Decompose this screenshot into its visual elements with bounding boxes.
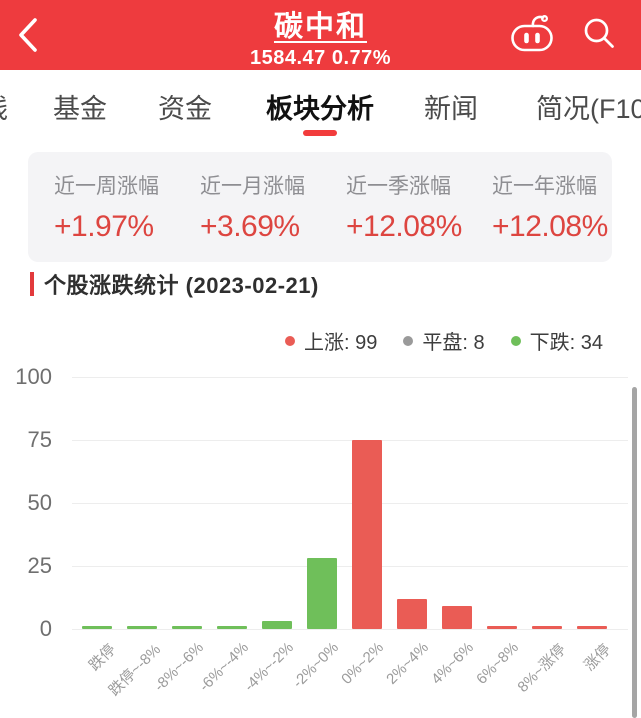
chart-bar-涨停[interactable]: [577, 626, 607, 629]
chart-bar--2%~0%[interactable]: [307, 558, 337, 629]
section-date: (2023-02-21): [185, 273, 319, 298]
stat-label: 近一季涨幅: [346, 175, 451, 198]
section-accent-bar: [30, 272, 34, 296]
x-axis-label: 4%~6%: [428, 639, 478, 688]
legend-item: 平盘: 8: [403, 326, 485, 355]
stat-value: +12.08%: [492, 210, 608, 243]
legend-label: 平盘: 8: [422, 332, 485, 354]
x-axis-label: -4%~-2%: [241, 639, 298, 695]
stat-label: 近一年涨幅: [492, 175, 597, 198]
tab-capital[interactable]: 资金: [158, 94, 212, 124]
robot-assistant-button[interactable]: [509, 13, 555, 56]
tab-sector-analysis[interactable]: 板块分析: [266, 94, 374, 124]
chart-bar-8%~涨停[interactable]: [532, 626, 562, 629]
chart-bar-2%~4%[interactable]: [397, 598, 427, 629]
stat-label: 近一周涨幅: [54, 175, 159, 198]
header-title-block: 碳中和 1584.47 0.77%: [120, 3, 521, 70]
legend-dot-icon: [510, 335, 521, 346]
legend-item: 上涨: 99: [285, 326, 377, 355]
gridline: [72, 566, 628, 567]
gridline: [72, 440, 628, 441]
tab-profile-f10[interactable]: 简况(F10): [536, 94, 641, 124]
x-axis-label: -6%~-4%: [196, 639, 253, 695]
back-chevron-icon: [19, 18, 37, 52]
legend-dot-icon: [403, 335, 414, 346]
scrollbar-thumb[interactable]: [632, 387, 637, 718]
stats-panel: 近一周涨幅 +1.97% 近一月涨幅 +3.69% 近一季涨幅 +12.08% 近一年涨幅 +…: [28, 152, 612, 262]
y-axis-label: 75: [27, 427, 52, 452]
stat-item: 近一周涨幅 +1.97%: [28, 152, 174, 262]
tab-funds[interactable]: 基金: [53, 94, 107, 124]
stat-item: 近一季涨幅 +12.08%: [320, 152, 466, 262]
stat-value: +12.08%: [346, 210, 462, 243]
stat-label: 近一月涨幅: [200, 175, 305, 198]
x-axis-label: -2%~0%: [289, 639, 343, 692]
chart-bar-0%~2%[interactable]: [352, 440, 382, 629]
stat-item: 近一年涨幅 +12.08%: [466, 152, 612, 262]
legend-dot-icon: [285, 335, 296, 346]
gridline: [72, 503, 628, 504]
tab-news[interactable]: 新闻: [424, 94, 478, 124]
x-axis-label: 2%~4%: [383, 639, 433, 688]
chart-legend: 上涨: 99 平盘: 8 下跌: 34: [285, 326, 603, 355]
legend-label: 下跌: 34: [529, 332, 603, 354]
search-button[interactable]: [581, 15, 617, 54]
y-axis-label: 100: [15, 364, 52, 389]
active-tab-indicator: [303, 130, 337, 136]
search-icon: [584, 18, 614, 48]
chart-bar-跌停~-8%[interactable]: [127, 626, 157, 629]
section-header: 个股涨跌统计 (2023-02-21): [30, 268, 319, 300]
x-axis-label: 6%~8%: [473, 639, 523, 688]
stat-value: +1.97%: [54, 210, 154, 243]
x-axis-label: 0%~2%: [338, 639, 388, 688]
legend-label: 上涨: 99: [304, 332, 378, 354]
y-axis-label: 50: [27, 490, 52, 515]
x-axis-label: 跌停~-8%: [105, 641, 165, 700]
stat-item: 近一月涨幅 +3.69%: [174, 152, 320, 262]
chart-bar-6%~8%[interactable]: [487, 626, 517, 629]
chart-bar--6%~-4%[interactable]: [217, 626, 247, 629]
x-axis-label: 8%~涨停: [514, 641, 570, 696]
y-axis-label: 25: [27, 553, 52, 578]
app-header: 碳中和 1584.47 0.77%: [0, 0, 641, 70]
chart-bar--8%~-6%[interactable]: [172, 626, 202, 629]
y-axis-label: 0: [39, 616, 52, 641]
chart-bar-4%~6%[interactable]: [442, 606, 472, 629]
x-axis-label: 涨停: [580, 641, 615, 675]
index-quote: 1584.47 0.77%: [249, 47, 392, 69]
x-axis-label: 跌停: [85, 641, 120, 675]
x-axis-label: -8%~-6%: [151, 639, 208, 695]
page-title[interactable]: 碳中和: [273, 11, 367, 43]
tab-partial-left[interactable]: 线: [0, 93, 8, 125]
chart-bar--4%~-2%[interactable]: [262, 621, 292, 629]
stat-value: +3.69%: [200, 210, 300, 243]
section-title: 个股涨跌统计 (2023-02-21): [44, 273, 319, 298]
legend-item: 下跌: 34: [510, 326, 603, 355]
tab-bar: 线 基金 资金 板块分析 新闻 简况(F10): [0, 70, 641, 146]
back-button[interactable]: [8, 13, 50, 57]
gridline: [72, 377, 628, 378]
header-actions: [509, 13, 617, 56]
gridline: [72, 629, 628, 630]
robot-assistant-icon: [511, 14, 553, 52]
chart-bar-跌停[interactable]: [82, 626, 112, 629]
